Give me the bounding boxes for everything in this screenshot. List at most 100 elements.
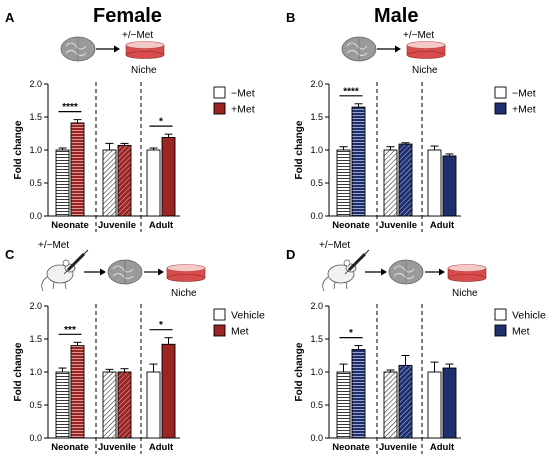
panel-letter: B [286,10,295,25]
legend-swatch [494,308,507,321]
arrow-icon [96,45,120,53]
y-axis-label: Fold change [13,120,24,179]
brain-icon [107,259,143,285]
arrow-icon [425,268,445,276]
bar [427,371,442,439]
y-tick-label: 0.5 [29,400,42,410]
syringe-icon [344,249,370,275]
bar [442,367,457,439]
bar [55,371,70,439]
culture-dish-icon [125,41,165,59]
bar [336,371,351,439]
bar [383,371,398,439]
legend-label: Vehicle [512,310,546,322]
arrow-icon [365,268,387,276]
brain-icon [388,259,424,285]
bar [351,349,366,439]
panel-letter: C [5,247,15,262]
y-tick-label: 1.5 [29,112,42,122]
y-tick-label: 0.5 [310,178,323,188]
bar [161,137,176,217]
bar [427,149,442,217]
scheme-treatment-label: +/−Met [122,30,153,41]
legend-swatch [494,86,507,99]
bar [146,371,161,439]
panel-letter: D [286,247,295,262]
legend-label: −Met [231,88,255,100]
x-tick-label: Juvenile [379,220,417,231]
significance-label: * [349,328,353,339]
bar [398,364,413,439]
bar [70,122,85,217]
y-axis-label: Fold change [294,342,305,401]
y-tick-label: 0.5 [29,178,42,188]
legend-swatch [213,308,226,321]
significance-label: * [159,320,163,331]
arrow-icon [84,268,106,276]
y-tick-label: 2.0 [29,79,42,89]
legend-label: −Met [512,88,536,100]
significance-label: * [159,117,163,128]
culture-dish-icon [166,264,206,282]
panel-A: A +/−Met Niche 0.0 0.5 1.0 1.5 2.0 Fold change Ne… [5,10,255,232]
arrow-icon [144,268,164,276]
culture-dish-icon [406,41,446,59]
bar [55,149,70,217]
y-tick-label: 1.0 [310,145,323,155]
significance-label: **** [62,102,78,113]
bar [351,106,366,217]
y-tick-label: 1.5 [310,334,323,344]
y-tick-label: 1.0 [29,367,42,377]
bar [442,155,457,217]
scheme-niche-label: Niche [412,65,438,76]
significance-label: *** [64,325,76,336]
y-tick-label: 0.0 [29,433,42,443]
bar [146,149,161,217]
legend-label: Met [512,326,530,338]
y-tick-label: 0.0 [29,211,42,221]
arrow-icon [377,45,401,53]
x-tick-label: Adult [430,442,455,453]
mouse-icon [41,259,76,292]
legend-label: Met [231,326,249,338]
y-tick-label: 2.0 [29,301,42,311]
y-tick-label: 0.5 [310,400,323,410]
bar [398,143,413,217]
y-tick-label: 0.0 [310,211,323,221]
y-tick-label: 1.5 [310,112,323,122]
bar [117,144,132,217]
panel-C: C +/−Met Niche 0.0 0.5 1.0 1.5 2.0 Fold change Ne… [5,240,265,454]
panel-B: B +/−Met Niche 0.0 0.5 1.0 1.5 2.0 Fold change Ne… [286,10,536,232]
bar [102,149,117,217]
legend-swatch [213,86,226,99]
mouse-icon [322,259,357,292]
bar [336,149,351,217]
y-tick-label: 2.0 [310,79,323,89]
y-tick-label: 0.0 [310,433,323,443]
x-tick-label: Juvenile [98,220,136,231]
x-tick-label: Neonate [51,442,88,453]
y-axis-label: Fold change [294,120,305,179]
scheme-niche-label: Niche [131,65,157,76]
legend-swatch [494,324,507,337]
legend-swatch [494,102,507,115]
scheme-niche-label: Niche [452,288,478,299]
scheme-treatment-label: +/−Met [319,240,350,251]
bar [383,149,398,217]
y-tick-label: 1.0 [310,367,323,377]
legend-label: +Met [512,104,536,116]
x-tick-label: Adult [430,220,455,231]
x-tick-label: Neonate [332,442,369,453]
x-tick-label: Neonate [51,220,88,231]
header-female: Female [93,5,162,27]
legend-label: Vehicle [231,310,265,322]
legend-swatch [213,324,226,337]
x-tick-label: Juvenile [379,442,417,453]
legend-swatch [213,102,226,115]
y-axis-label: Fold change [13,342,24,401]
x-tick-label: Adult [149,442,174,453]
bar [102,371,117,439]
culture-dish-icon [447,264,487,282]
panel-letter: A [5,10,15,25]
x-tick-label: Neonate [332,220,369,231]
